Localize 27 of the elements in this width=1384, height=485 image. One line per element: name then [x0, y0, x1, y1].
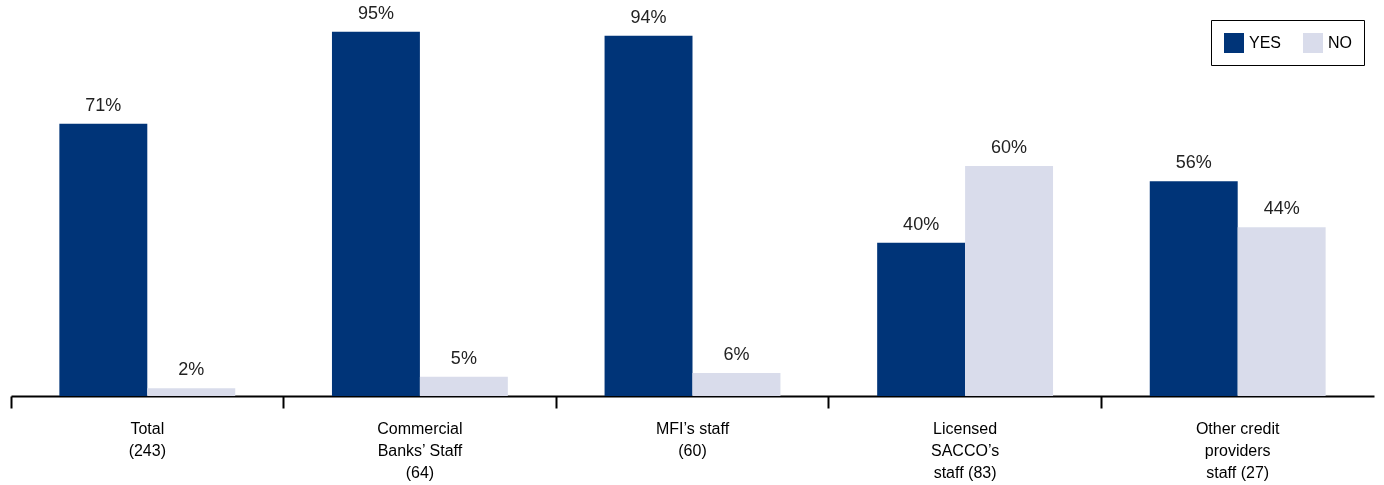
bar [877, 242, 966, 396]
data-label: 60% [991, 137, 1028, 158]
x-tick-label: Total (243) [128, 419, 166, 459]
data-label: 6% [723, 344, 750, 364]
x-tick-label: MFI’s staff (60) [655, 419, 730, 459]
data-label: 2% [178, 359, 205, 380]
data-label: 95% [357, 2, 394, 23]
bar [965, 166, 1054, 396]
bar [1149, 181, 1238, 396]
data-label: 44% [1263, 198, 1300, 219]
data-label: 40% [903, 213, 940, 234]
bar [1237, 227, 1326, 396]
data-label: 71% [85, 94, 122, 115]
x-tick-label: Licensed SACCO’s staff (83) [931, 419, 1000, 481]
bar [419, 376, 508, 396]
bar [331, 31, 420, 396]
data-label: 94% [630, 6, 667, 27]
data-label: 56% [1175, 152, 1212, 173]
bar [147, 388, 236, 396]
data-label: 5% [450, 347, 477, 368]
bar [59, 123, 148, 396]
bar [604, 35, 693, 396]
x-tick-label: Commercial Banks’ Staff (64) [377, 419, 463, 481]
legend-label: NO [1328, 34, 1352, 51]
bar [692, 373, 781, 396]
x-tick-label: Other credit providers staff (27) [1195, 419, 1281, 481]
legend-label: YES [1249, 34, 1282, 51]
